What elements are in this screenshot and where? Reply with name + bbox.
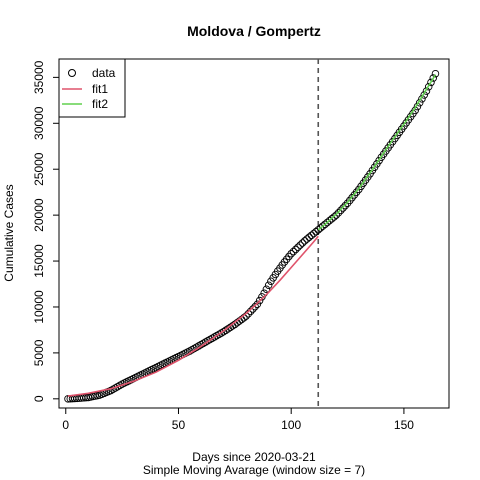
fit-lines <box>67 74 437 397</box>
data-point <box>323 218 332 227</box>
data-point <box>334 208 343 217</box>
x-tick-label: 150 <box>394 418 414 432</box>
data-point <box>258 293 266 301</box>
data-point <box>298 239 307 247</box>
legend-data-marker <box>68 69 76 77</box>
y-tick-label: 5000 <box>32 339 46 366</box>
data-point <box>294 243 302 252</box>
data-points <box>64 69 440 403</box>
data-point <box>309 229 318 238</box>
data-point <box>341 201 350 210</box>
data-point <box>339 204 347 212</box>
fit2-line <box>317 74 437 231</box>
data-point <box>328 215 336 223</box>
legend: data fit1 fit2 <box>58 58 126 118</box>
y-axis-label: Cumulative Cases <box>2 184 16 281</box>
y-tick-label: 10000 <box>32 290 46 324</box>
data-point <box>262 285 271 293</box>
data-point <box>319 222 327 230</box>
y-tick-label: 25000 <box>32 152 46 186</box>
x-tick-label: 100 <box>281 418 301 432</box>
x-tick-label: 0 <box>62 418 69 432</box>
data-point <box>264 281 273 289</box>
legend-fit1-label: fit1 <box>92 82 108 96</box>
data-point <box>316 224 325 232</box>
data-point <box>251 302 259 311</box>
data-point <box>307 231 316 240</box>
data-point <box>300 237 309 245</box>
data-point <box>303 235 311 243</box>
y-tick-label: 35000 <box>32 60 46 94</box>
x-tick-label: 50 <box>172 418 186 432</box>
data-point <box>325 216 334 225</box>
y-tick-label: 15000 <box>32 244 46 278</box>
data-point <box>289 247 298 256</box>
data-point <box>321 220 329 229</box>
legend-box <box>58 58 126 118</box>
y-axis: 0 5000 10000 15000 20000 25000 30000 35000 <box>32 60 60 402</box>
y-tick-label: 0 <box>32 395 46 402</box>
data-point <box>305 233 313 241</box>
legend-data-label: data <box>92 66 116 80</box>
data-point <box>337 206 345 215</box>
data-point <box>429 74 437 82</box>
y-tick-label: 30000 <box>32 106 46 140</box>
legend-fit2-label: fit2 <box>92 97 108 111</box>
data-point <box>427 78 435 87</box>
data-point <box>296 241 304 249</box>
data-point <box>314 226 322 234</box>
fit1-line <box>67 235 319 397</box>
data-point <box>287 249 295 258</box>
x-axis-label: Days since 2020-03-21 <box>192 450 316 464</box>
data-point <box>330 213 338 221</box>
data-point <box>424 83 433 91</box>
x-axis-sublabel: Simple Moving Avarage (window size = 7) <box>143 463 365 477</box>
y-tick-label: 20000 <box>32 198 46 232</box>
data-point <box>332 211 341 219</box>
data-point <box>255 296 264 305</box>
x-axis: 0 50 100 150 <box>62 407 414 432</box>
chart-title: Moldova / Gompertz <box>187 23 321 39</box>
data-point <box>312 227 320 236</box>
data-point <box>291 245 300 254</box>
data-point <box>431 69 440 78</box>
data-point <box>253 300 262 308</box>
data-point <box>249 305 257 313</box>
